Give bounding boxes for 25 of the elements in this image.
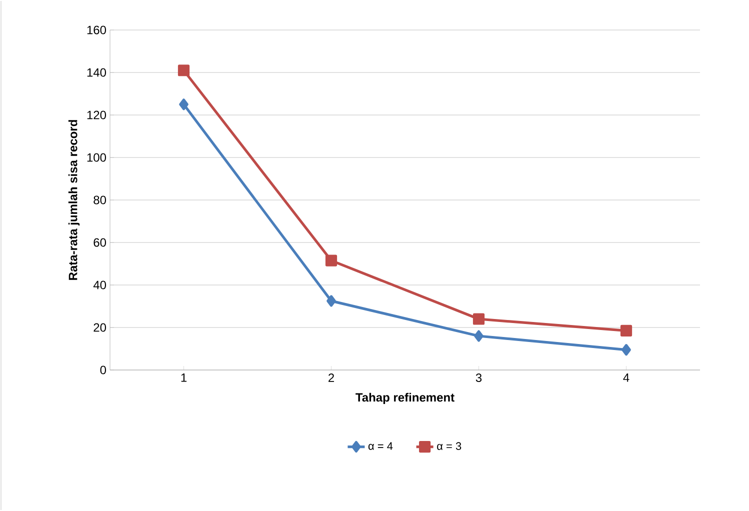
x-axis-title: Tahap refinement [356, 392, 454, 404]
x-tick-label: 2 [328, 374, 334, 382]
point [474, 330, 484, 342]
point [472, 313, 485, 325]
y-tick-label: 100 [87, 153, 106, 162]
y-tick-label: 140 [87, 68, 106, 77]
y-tick-label: 60 [94, 238, 106, 247]
legend-label: α = 3 [437, 442, 462, 450]
x-tick-label: 1 [181, 374, 187, 382]
point [178, 64, 190, 76]
legend-label: α = 4 [368, 442, 393, 450]
point [325, 254, 338, 266]
y-tick-label: 80 [94, 196, 106, 204]
y-tick-label: 160 [87, 26, 106, 34]
x-tick-label: 4 [623, 374, 630, 382]
x-tick-label: 3 [476, 374, 482, 382]
y-tick-label: 20 [94, 323, 106, 332]
y-tick-label: 120 [87, 110, 106, 120]
y-axis-title: Rata-rata jumlah sisa record [68, 120, 80, 280]
y-tick-label: 0 [100, 366, 106, 374]
point [179, 98, 188, 110]
point [622, 344, 631, 356]
point [326, 295, 336, 307]
point [620, 324, 632, 336]
y-tick-label: 40 [93, 280, 106, 290]
